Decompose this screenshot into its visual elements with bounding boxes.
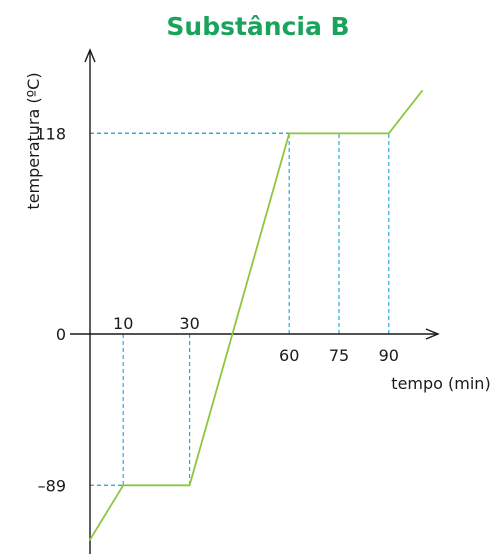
series-point-5	[421, 90, 423, 92]
x-axis-arrow-icon	[425, 328, 440, 340]
series-line-0	[89, 90, 423, 541]
series-point-4	[387, 132, 390, 135]
y-tick-label-2: –89	[38, 476, 66, 495]
series-point-2	[188, 484, 191, 487]
y-tick-label-0: 118	[35, 124, 66, 143]
x-tick-label-2: 60	[279, 346, 299, 365]
series-point-3	[288, 132, 291, 135]
y-axis-arrow-icon	[84, 48, 96, 63]
x-axis-label: tempo (min)	[391, 374, 490, 393]
y-tick-label-1: 0	[56, 325, 66, 344]
x-tick-labels: 10 30 60 75 90	[113, 314, 399, 365]
chart-title: Substância B	[166, 12, 349, 41]
y-axis-label: temperatura (ºC)	[24, 72, 43, 209]
series-group	[89, 90, 423, 541]
series-point-1	[122, 484, 125, 487]
y-tick-labels: 118 0 –89	[35, 124, 66, 495]
x-tick-label-4: 90	[379, 346, 399, 365]
x-tick-label-3: 75	[329, 346, 349, 365]
x-tick-label-1: 30	[179, 314, 199, 333]
series-point-0	[89, 538, 91, 541]
x-tick-label-0: 10	[113, 314, 133, 333]
